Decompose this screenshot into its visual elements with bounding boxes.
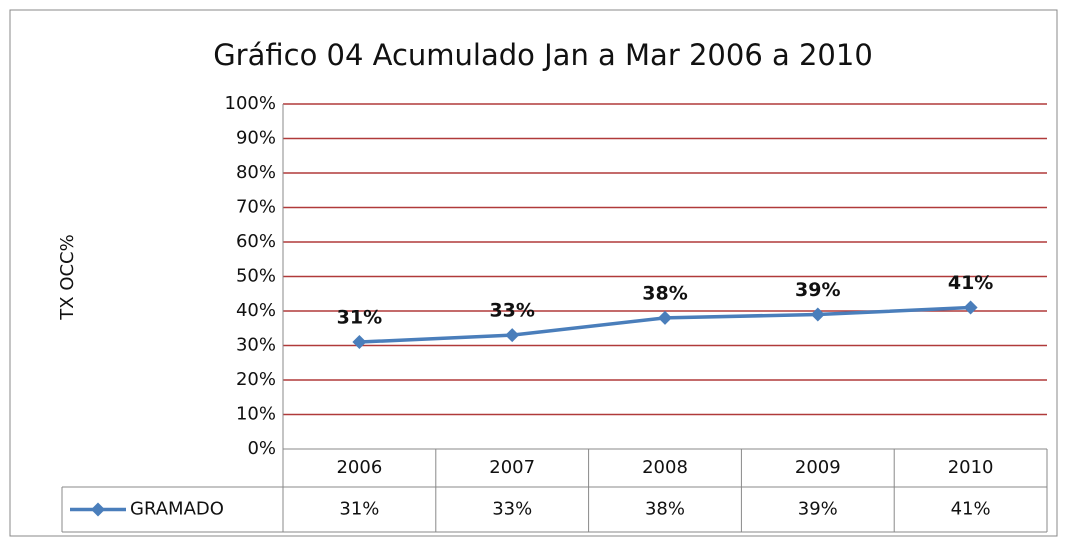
data-label: 39% [795, 279, 840, 301]
table-value: 33% [492, 499, 532, 520]
data-label: 41% [948, 272, 993, 294]
marker [352, 335, 367, 350]
legend-label: GRAMADO [130, 499, 224, 520]
table-value: 31% [339, 499, 379, 520]
data-label: 33% [489, 300, 534, 322]
y-tick-label: 20% [236, 369, 276, 390]
data-label: 31% [337, 307, 382, 329]
marker [658, 310, 672, 325]
marker [810, 307, 825, 322]
y-tick-label: 70% [236, 197, 276, 218]
y-tick-label: 50% [236, 266, 276, 287]
x-tick-label: 2009 [795, 457, 841, 478]
x-tick-label: 2007 [489, 457, 535, 478]
x-tick-label: 2008 [642, 457, 688, 478]
y-tick-label: 30% [236, 335, 276, 356]
table-value: 38% [645, 499, 685, 520]
marker [963, 300, 978, 315]
marker [505, 328, 520, 343]
y-tick-label: 100% [225, 93, 276, 114]
y-tick-label: 40% [236, 300, 276, 321]
x-tick-label: 2010 [948, 457, 994, 478]
y-tick-label: 10% [236, 404, 276, 425]
chart-title: Gráfico 04 Acumulado Jan a Mar 2006 a 20… [213, 38, 873, 72]
legend-marker [91, 502, 105, 517]
y-tick-label: 90% [236, 128, 276, 149]
data-label: 38% [642, 282, 687, 304]
y-tick-label: 0% [247, 438, 276, 459]
y-axis-label: TX OCC% [57, 234, 78, 320]
table-value: 41% [951, 499, 991, 520]
chart-border [9, 9, 1058, 537]
y-tick-label: 80% [236, 162, 276, 183]
y-tick-label: 60% [236, 231, 276, 252]
x-tick-label: 2006 [336, 457, 382, 478]
table-value: 39% [798, 499, 838, 520]
